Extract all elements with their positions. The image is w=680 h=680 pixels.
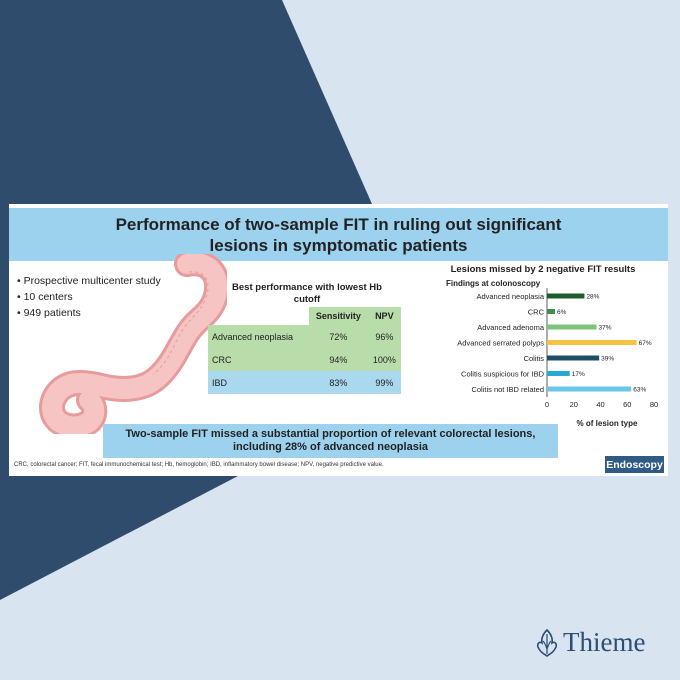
table-cell: Advanced neoplasia bbox=[208, 325, 310, 348]
x-tick-label: 40 bbox=[596, 400, 604, 409]
table-cell: CRC bbox=[208, 348, 310, 371]
table-cell: 99% bbox=[367, 371, 401, 394]
x-tick-label: 20 bbox=[570, 400, 578, 409]
bar-value-label: 28% bbox=[586, 294, 599, 301]
bar bbox=[547, 355, 600, 361]
title-banner: Performance of two-sample FIT in ruling … bbox=[9, 208, 668, 261]
bar bbox=[547, 371, 570, 376]
study-facts: Prospective multicenter study 10 centers… bbox=[17, 273, 161, 321]
study-fact: 10 centers bbox=[17, 289, 161, 305]
colon-illustration bbox=[39, 254, 227, 434]
table-cell: 83% bbox=[309, 371, 368, 394]
table-cell: 96% bbox=[367, 325, 401, 348]
table-title: Best performance with lowest Hb cutoff bbox=[232, 282, 382, 305]
table-cell: 72% bbox=[309, 325, 368, 348]
bar bbox=[547, 324, 597, 330]
bar-value-label: 39% bbox=[601, 356, 614, 363]
conclusion-text: Two-sample FIT missed a substantial prop… bbox=[125, 428, 536, 453]
bar-value-label: 6% bbox=[557, 309, 567, 316]
table-header: Sensitivity bbox=[309, 307, 368, 325]
category-label: Colitis not IBD related bbox=[471, 385, 544, 394]
bar-value-label: 63% bbox=[633, 387, 646, 394]
bar-value-label: 17% bbox=[572, 371, 585, 378]
chart-category-header: Findings at colonoscopy bbox=[446, 279, 541, 288]
study-fact: Prospective multicenter study bbox=[17, 273, 161, 289]
bar-value-label: 37% bbox=[598, 325, 611, 332]
category-label: Advanced serrated polyps bbox=[457, 339, 544, 348]
infographic-card: Performance of two-sample FIT in ruling … bbox=[9, 204, 668, 476]
table-cell: 100% bbox=[367, 348, 401, 371]
table-header: NPV bbox=[367, 307, 401, 325]
category-label: Colitis bbox=[524, 354, 545, 363]
bar bbox=[547, 293, 585, 299]
table-cell: IBD bbox=[208, 371, 310, 394]
x-tick-label: 0 bbox=[545, 400, 549, 409]
publisher-logo: Thieme bbox=[535, 627, 645, 658]
x-tick-label: 80 bbox=[650, 400, 658, 409]
chart-title: Lesions missed by 2 negative FIT results bbox=[451, 264, 636, 275]
missed-lesions-chart: Lesions missed by 2 negative FIT results… bbox=[446, 264, 658, 428]
publisher-emblem-icon bbox=[536, 628, 558, 657]
bar-value-label: 67% bbox=[639, 340, 652, 347]
table-cell: 94% bbox=[309, 348, 368, 371]
category-label: Colitis suspicious for IBD bbox=[461, 370, 545, 379]
table-row: IBD 83% 99% bbox=[208, 371, 401, 394]
infographic-title: Performance of two-sample FIT in ruling … bbox=[115, 214, 562, 255]
journal-logo: Endoscopy bbox=[605, 456, 664, 473]
category-label: Advanced neoplasia bbox=[476, 292, 544, 301]
table-row: Advanced neoplasia 72% 96% bbox=[208, 325, 401, 348]
x-tick-label: 60 bbox=[623, 400, 631, 409]
category-label: Advanced adenoma bbox=[477, 323, 545, 332]
footnote: CRC, colorectal cancer; FIT, fecal immun… bbox=[14, 462, 384, 468]
study-fact: 949 patients bbox=[17, 305, 161, 321]
publisher-name: Thieme bbox=[563, 627, 646, 657]
bar bbox=[547, 340, 637, 345]
bar bbox=[547, 386, 632, 392]
bar bbox=[547, 309, 556, 314]
table-header bbox=[208, 307, 309, 325]
conclusion-banner: Two-sample FIT missed a substantial prop… bbox=[103, 424, 558, 458]
table-row: CRC 94% 100% bbox=[208, 348, 401, 371]
category-label: CRC bbox=[528, 308, 545, 317]
performance-table: Sensitivity NPV Advanced neoplasia 72% 9… bbox=[208, 307, 401, 394]
x-axis-label: % of lesion type bbox=[577, 419, 638, 428]
